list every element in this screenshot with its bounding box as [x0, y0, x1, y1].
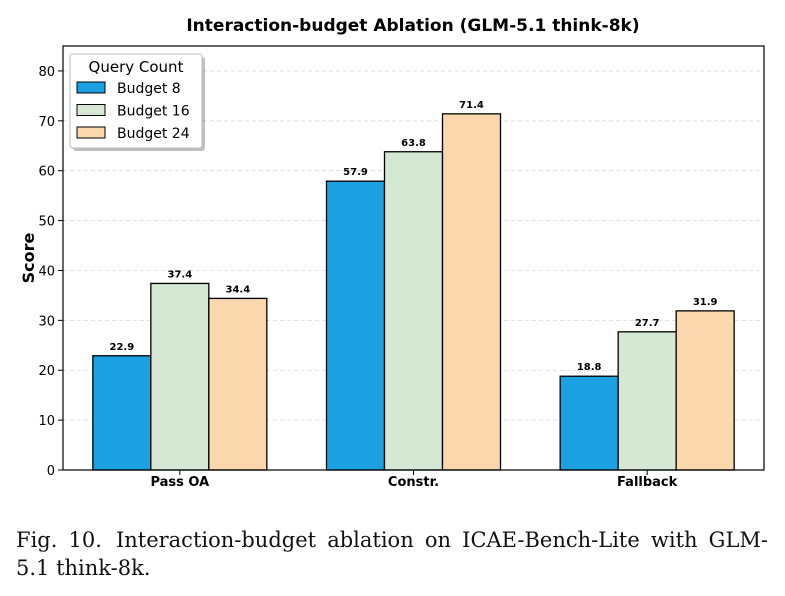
- data-label: 37.4: [167, 269, 192, 280]
- legend-entry: Budget 16: [117, 104, 190, 120]
- x-axis: Pass OA Constr. Fallback: [150, 470, 678, 490]
- data-label: 71.4: [459, 100, 484, 111]
- legend: Query Count Budget 8 Budget 16 Budget 24: [69, 53, 205, 151]
- x-tick-label: Constr.: [388, 475, 439, 490]
- chart-title: Interaction-budget Ablation (GLM-5.1 thi…: [186, 16, 639, 36]
- data-label: 57.9: [343, 167, 368, 178]
- bar: [150, 282, 210, 471]
- data-label: 31.9: [693, 297, 718, 308]
- bar: [208, 297, 268, 471]
- legend-swatch: [76, 81, 106, 94]
- legend-swatch: [76, 104, 106, 116]
- bar: [675, 310, 735, 471]
- data-label: 34.4: [225, 284, 250, 295]
- data-labels: 22.9 37.4 34.4 57.9 63.8 71.4 18.8 27.7 31.9: [109, 100, 717, 373]
- caption-text: Interaction-budget ablation on ICAE-Benc…: [16, 528, 769, 580]
- y-tick-label: 40: [38, 264, 55, 279]
- data-label: 18.8: [577, 362, 602, 373]
- y-tick-label: 50: [38, 215, 55, 230]
- bar: [441, 113, 502, 471]
- y-tick-label: 0: [47, 464, 55, 479]
- legend-entry: Budget 8: [117, 81, 181, 97]
- caption-label: Fig. 10.: [16, 528, 102, 552]
- y-tick-label: 60: [38, 165, 55, 180]
- y-tick-label: 80: [38, 65, 55, 80]
- legend-title: Query Count: [89, 58, 184, 76]
- bar: [92, 355, 152, 471]
- bar: [617, 331, 677, 471]
- bars: [92, 113, 735, 471]
- x-tick-label: Pass OA: [150, 475, 209, 490]
- y-tick-label: 30: [38, 314, 55, 329]
- bar: [325, 180, 386, 471]
- legend-entry: Budget 24: [117, 126, 190, 142]
- y-axis: 0 10 20 30 40 50 60 70 80: [38, 65, 63, 479]
- bar: [559, 375, 619, 471]
- legend-box: [69, 53, 203, 149]
- bar: [383, 151, 444, 471]
- legend-swatch: [76, 126, 106, 139]
- y-tick-label: 70: [38, 115, 55, 130]
- y-axis-label: Score: [19, 232, 38, 283]
- bar-chart: Interaction-budget Ablation (GLM-5.1 thi…: [19, 16, 765, 490]
- data-label: 27.7: [635, 318, 660, 329]
- data-label: 22.9: [109, 342, 134, 353]
- y-tick-label: 20: [38, 364, 55, 379]
- y-tick-label: 10: [38, 414, 55, 429]
- figure-caption: Fig. 10. Interaction-budget ablation on I…: [16, 526, 768, 582]
- data-label: 63.8: [401, 138, 426, 149]
- x-tick-label: Fallback: [617, 475, 678, 490]
